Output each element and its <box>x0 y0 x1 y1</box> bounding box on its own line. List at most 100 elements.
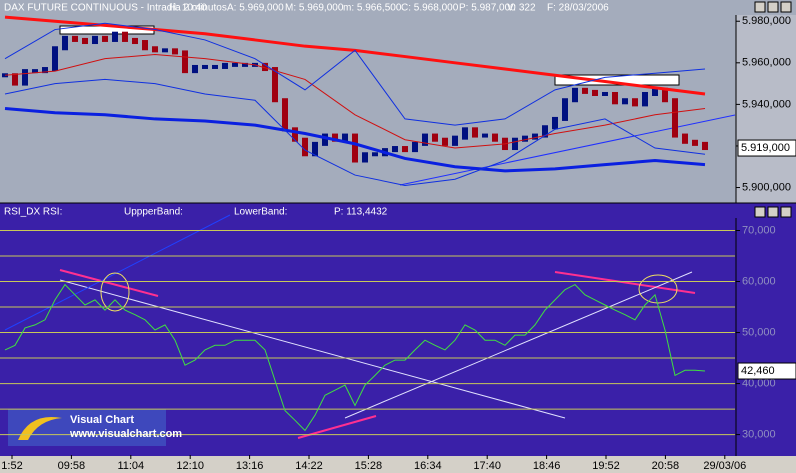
header-text: A: 5.969,000 <box>227 3 284 14</box>
watermark-text: Visual Chart <box>70 414 134 426</box>
header-text: P: 113,4432 <box>334 207 388 218</box>
candle <box>92 35 98 45</box>
candle <box>632 98 638 107</box>
candle <box>172 48 178 55</box>
candle <box>472 127 478 138</box>
candle <box>522 135 528 142</box>
close[interactable] <box>780 1 792 13</box>
y-tick-label: 5.980,000 <box>742 15 791 27</box>
candle <box>692 139 698 146</box>
candle <box>302 137 308 157</box>
candle <box>592 89 598 96</box>
minimize[interactable] <box>754 206 766 218</box>
candle <box>212 64 218 69</box>
candle <box>12 73 18 86</box>
trend-line <box>399 114 736 186</box>
close[interactable] <box>780 206 792 218</box>
candle <box>682 133 688 144</box>
price-axis-area <box>736 15 796 203</box>
circle-mark <box>638 274 678 304</box>
trend-line <box>554 271 696 294</box>
candle <box>292 127 298 142</box>
candle <box>412 141 418 153</box>
header-text: RSI_DX RSI: <box>4 207 62 218</box>
candle <box>352 133 358 163</box>
y-tick-label: 5.940,000 <box>742 98 791 110</box>
candle <box>142 40 148 51</box>
header-text: M: 5.969,000 <box>285 3 344 14</box>
y-tick-label: 5.960,000 <box>742 57 791 69</box>
header-text: V: 322 <box>507 3 536 14</box>
series-line <box>4 78 706 186</box>
trend-line <box>344 271 693 419</box>
candle <box>572 87 578 103</box>
time-axis-area <box>0 456 796 473</box>
candle <box>342 133 348 142</box>
last-value-box <box>737 362 796 380</box>
candle <box>42 67 48 74</box>
maximize[interactable] <box>767 1 779 13</box>
series-line <box>4 22 706 126</box>
trend-line <box>4 214 231 331</box>
candle <box>462 127 468 140</box>
x-tick-label: 20:58 <box>652 460 680 472</box>
x-tick-label: 15:28 <box>355 460 383 472</box>
header-text: C: 5.968,000 <box>401 3 459 14</box>
candle <box>132 37 138 45</box>
x-tick-label: 16:34 <box>414 460 442 472</box>
candle <box>122 31 128 42</box>
y-tick-label: 40,000 <box>742 377 776 389</box>
candle <box>362 152 368 163</box>
candle <box>562 98 568 121</box>
watermark-text: www.visualchart.com <box>69 428 182 440</box>
candle <box>532 133 538 140</box>
series-line <box>4 283 706 432</box>
last-value-box <box>737 139 796 157</box>
candle <box>702 141 708 151</box>
x-tick-label: 09:58 <box>58 460 86 472</box>
header-text: DAX FUTURE CONTINUOUS - Intradía 2 minut… <box>4 3 227 14</box>
candle <box>512 137 518 151</box>
last-value-label: 42,460 <box>741 365 775 377</box>
candle <box>232 62 238 67</box>
x-tick-label: 29/03/06 <box>703 460 746 472</box>
candle <box>492 133 498 142</box>
candle <box>442 137 448 146</box>
minimize[interactable] <box>754 1 766 13</box>
window-buttons[interactable] <box>754 1 792 13</box>
x-tick-label: 18:46 <box>533 460 561 472</box>
candle <box>262 62 268 72</box>
candle <box>52 46 58 72</box>
candle <box>312 141 318 157</box>
header-text: F: 28/03/2006 <box>547 3 609 14</box>
candle <box>662 87 668 103</box>
rsi-annotations <box>4 214 696 446</box>
candle <box>642 91 648 107</box>
circle-mark <box>100 272 130 312</box>
candle <box>652 87 658 96</box>
header-text: UppperBand: <box>124 207 183 218</box>
header-text: H: 10:40 <box>169 3 207 14</box>
annotation-box <box>554 74 680 86</box>
series-line <box>4 107 706 173</box>
candle <box>282 98 288 132</box>
candle <box>482 133 488 138</box>
candle <box>192 64 198 74</box>
candle <box>72 35 78 42</box>
candle <box>322 133 328 146</box>
candle <box>402 146 408 153</box>
y-tick-label: 30,000 <box>742 428 776 440</box>
x-tick-label: 11:04 <box>117 460 144 472</box>
y-tick-label: 5.900,000 <box>742 181 791 193</box>
candle <box>332 133 338 142</box>
x-tick-label: 17:40 <box>473 460 501 472</box>
candle <box>182 50 188 74</box>
candle <box>452 135 458 146</box>
x-tick-label: 12:10 <box>176 460 204 472</box>
y-tick-label: 50,000 <box>742 326 776 338</box>
candle <box>392 146 398 153</box>
maximize[interactable] <box>767 206 779 218</box>
candle <box>32 69 38 74</box>
candle <box>672 98 678 138</box>
